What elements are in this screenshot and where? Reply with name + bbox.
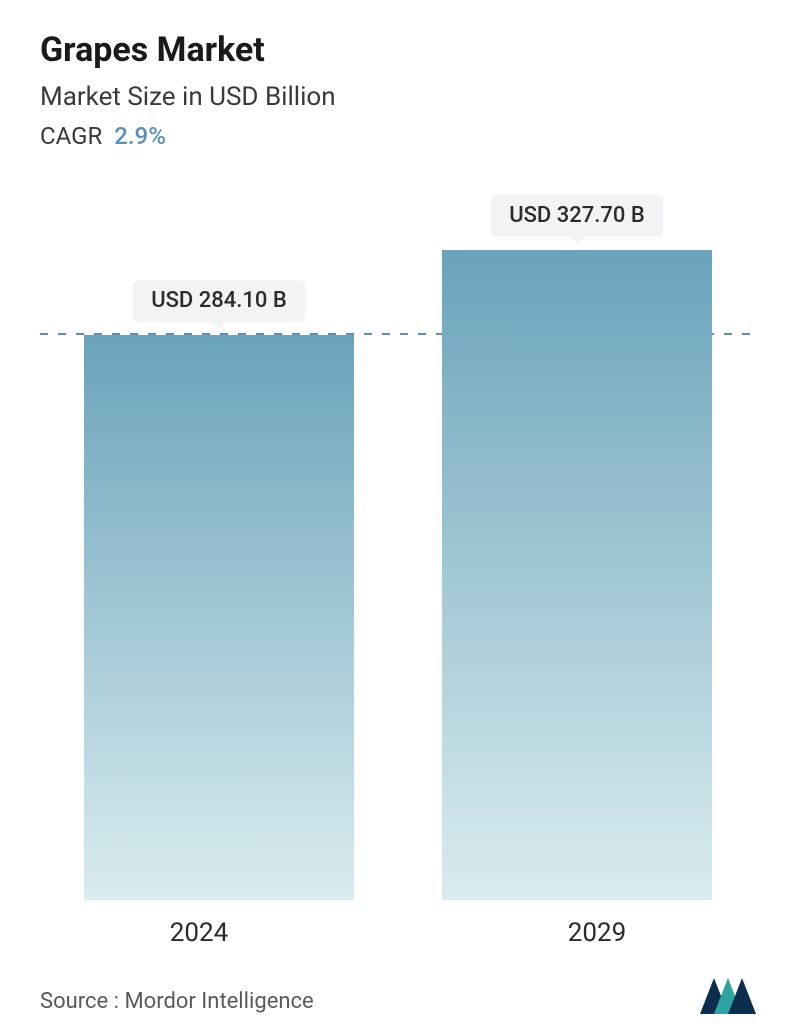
value-badge-2024: USD 284.10 B (133, 280, 305, 321)
bar-group-2024: USD 284.10 B (84, 280, 354, 900)
source-attribution: Source : Mordor Intelligence (40, 989, 314, 1014)
cagr-value: 2.9% (114, 122, 166, 150)
brand-logo-icon (700, 978, 756, 1014)
chart-canvas: Grapes Market Market Size in USD Billion… (0, 0, 796, 1034)
source-label: Source : (40, 989, 119, 1014)
cagr-line: CAGR 2.9% (40, 122, 756, 150)
bar-2029 (442, 250, 712, 900)
bar-group-2029: USD 327.70 B (442, 195, 712, 900)
chart-subtitle: Market Size in USD Billion (40, 82, 756, 112)
bars-row: USD 284.10 B USD 327.70 B (40, 195, 756, 900)
x-label-2024: 2024 (64, 918, 334, 948)
chart-title: Grapes Market (40, 30, 756, 70)
chart-area: USD 284.10 B USD 327.70 B (40, 220, 756, 900)
bar-2024 (84, 335, 354, 900)
cagr-label: CAGR (40, 122, 102, 150)
source-value: Mordor Intelligence (124, 989, 313, 1014)
x-axis-labels: 2024 2029 (0, 918, 796, 948)
chart-footer: Source : Mordor Intelligence (40, 978, 756, 1014)
x-label-2029: 2029 (462, 918, 732, 948)
value-badge-2029: USD 327.70 B (491, 195, 663, 236)
